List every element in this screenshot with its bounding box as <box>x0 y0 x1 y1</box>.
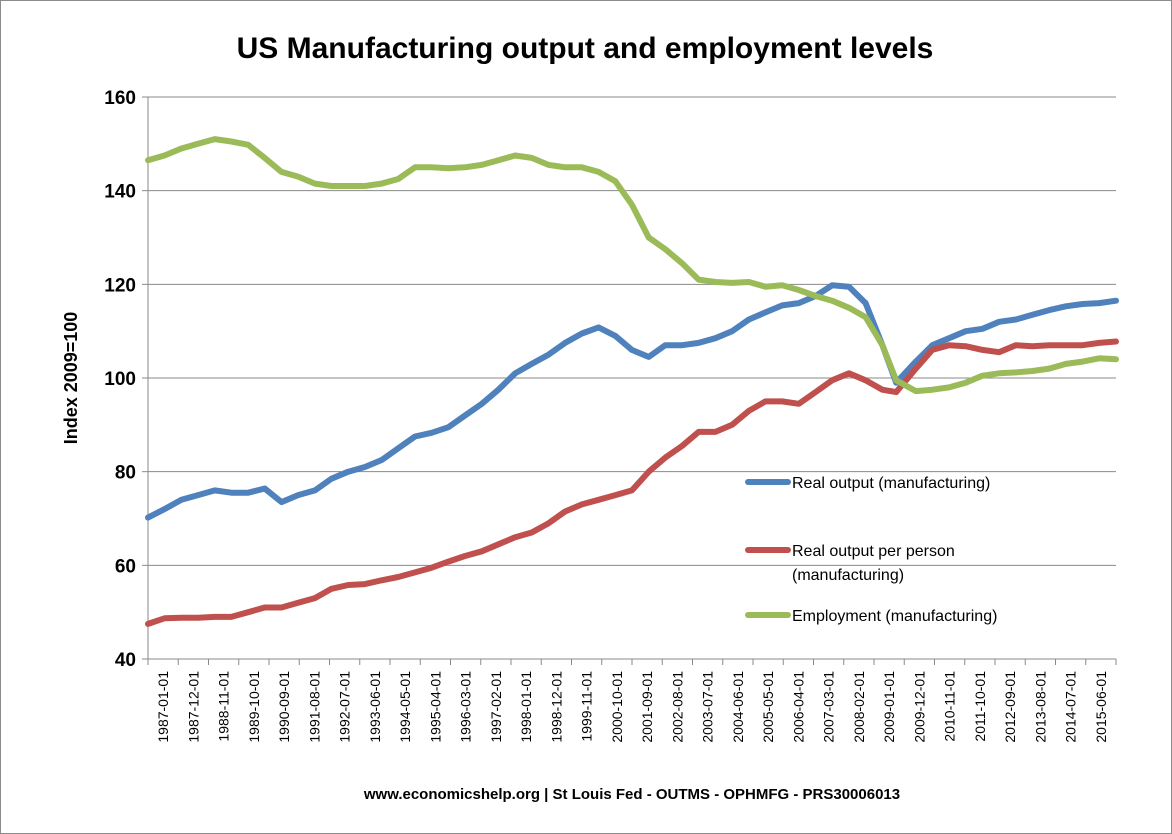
chart-title: US Manufacturing output and employment l… <box>237 32 934 65</box>
x-axis-ticks: 1987-01-01 1987-12-01 1988-11-01 1989-10-01… <box>147 658 1117 743</box>
y-tick-label: 60 <box>115 556 136 577</box>
x-tick-label: 2004-06-01 <box>730 671 746 743</box>
y-tick-label: 120 <box>104 275 136 296</box>
x-tick-label: 1994-05-01 <box>397 671 413 743</box>
x-tick-label: 2015-06-01 <box>1093 671 1109 743</box>
x-tick-label: 2008-02-01 <box>851 671 867 743</box>
x-tick-label: 2005-05-01 <box>760 671 776 743</box>
x-tick-label: 1999-11-01 <box>579 671 595 742</box>
y-axis-label: Index 2009=100 <box>61 312 81 445</box>
y-axis-ticks: 40 60 80 100 120 140 160 <box>104 88 148 671</box>
legend-label: Real output per person (manufacturing) <box>792 543 955 584</box>
y-tick-label: 80 <box>115 463 136 484</box>
legend-label-line: (manufacturing) <box>792 567 904 584</box>
x-tick-label: 1988-11-01 <box>216 671 232 742</box>
series-lines <box>145 136 1119 627</box>
x-tick-label: 1987-01-01 <box>155 671 171 743</box>
x-tick-label: 2009-01-01 <box>881 671 897 743</box>
x-tick-label: 2002-08-01 <box>669 671 685 743</box>
y-tick-label: 40 <box>115 650 136 671</box>
legend: Real output (manufacturing) Real output p… <box>745 475 997 625</box>
legend-label: Real output (manufacturing) <box>792 475 990 492</box>
series-line-1 <box>145 282 1119 521</box>
x-tick-label: 1989-10-01 <box>246 671 262 743</box>
x-tick-label: 2014-07-01 <box>1063 671 1079 743</box>
x-tick-label: 1998-01-01 <box>518 671 534 743</box>
series-line-2 <box>145 338 1119 627</box>
x-tick-label: 2000-10-01 <box>609 671 625 743</box>
legend-label-line: Real output per person <box>792 543 955 560</box>
x-tick-label: 2011-10-01 <box>972 671 988 742</box>
x-tick-label: 1990-09-01 <box>276 671 292 743</box>
y-tick-label: 140 <box>104 182 136 203</box>
y-tick-label: 100 <box>104 369 136 390</box>
x-tick-label: 1987-12-01 <box>185 671 201 743</box>
x-tick-label: 2007-03-01 <box>821 671 837 743</box>
x-tick-label: 1995-04-01 <box>427 671 443 743</box>
x-tick-label: 2010-11-01 <box>942 671 958 742</box>
x-tick-label: 1997-02-01 <box>488 671 504 743</box>
x-tick-label: 2009-12-01 <box>911 671 927 743</box>
x-tick-label: 2012-09-01 <box>1002 671 1018 743</box>
x-tick-label: 1991-08-01 <box>306 671 322 743</box>
x-tick-label: 2013-08-01 <box>1032 671 1048 743</box>
x-tick-label: 1996-03-01 <box>458 671 474 743</box>
legend-label: Employment (manufacturing) <box>792 608 997 625</box>
x-tick-label: 1998-12-01 <box>548 671 564 743</box>
x-tick-label: 1992-07-01 <box>337 671 353 743</box>
series-line-3 <box>145 136 1119 395</box>
y-tick-label: 160 <box>104 88 136 109</box>
x-tick-label: 2003-07-01 <box>700 671 716 743</box>
x-tick-label: 1993-06-01 <box>367 671 383 743</box>
x-tick-label: 2006-04-01 <box>790 671 806 743</box>
source-caption: www.economicshelp.org | St Louis Fed - O… <box>363 786 900 803</box>
x-tick-label: 2001-09-01 <box>639 671 655 743</box>
